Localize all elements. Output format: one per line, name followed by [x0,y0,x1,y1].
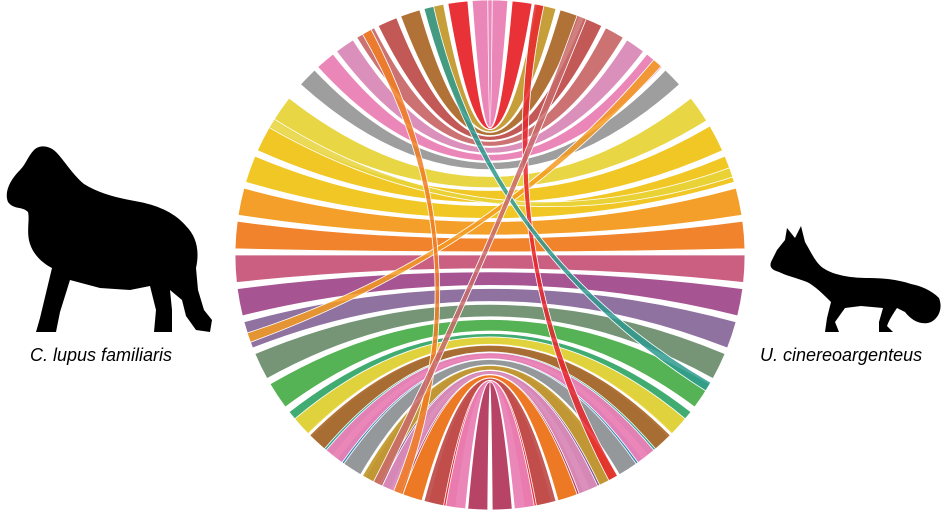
chord-ribbon-1 [317,53,663,162]
chord-ribbon-39 [423,5,712,392]
species-label-left: C. lupus familiaris [30,345,173,365]
chord-ribbon-10 [256,125,724,204]
chord-ribbon-25 [294,336,686,435]
chord-ribbon-31 [402,374,578,502]
chord-ribbon-3 [356,27,624,147]
chord-ribbon-27 [325,352,655,464]
chord-ribbon-8 [471,0,509,128]
chord-ribbon-33 [445,380,535,510]
chord-ribbon-7 [447,0,533,130]
species-label-right: U. cinereoargenteus [760,345,923,365]
chord-ribbon-12 [237,187,743,236]
chord-ribbon-40 [372,14,587,487]
chord-ribbon-26 [309,344,671,450]
chord-ribbon-38 [361,28,441,496]
chord-ribbon-2 [335,39,645,154]
chord-ribbon-16 [243,288,737,349]
chord-ribbon-14 [234,254,746,283]
fox-silhouette-icon [770,226,941,332]
chord-ribbon-35 [268,118,734,207]
chord-ribbon-0 [299,69,681,171]
chord-diagram [234,0,746,510]
dog-silhouette-icon [6,146,213,332]
chord-ribbon-18 [269,319,711,408]
chord-ribbon-32 [423,377,557,507]
chord-ribbon-37 [521,3,619,482]
